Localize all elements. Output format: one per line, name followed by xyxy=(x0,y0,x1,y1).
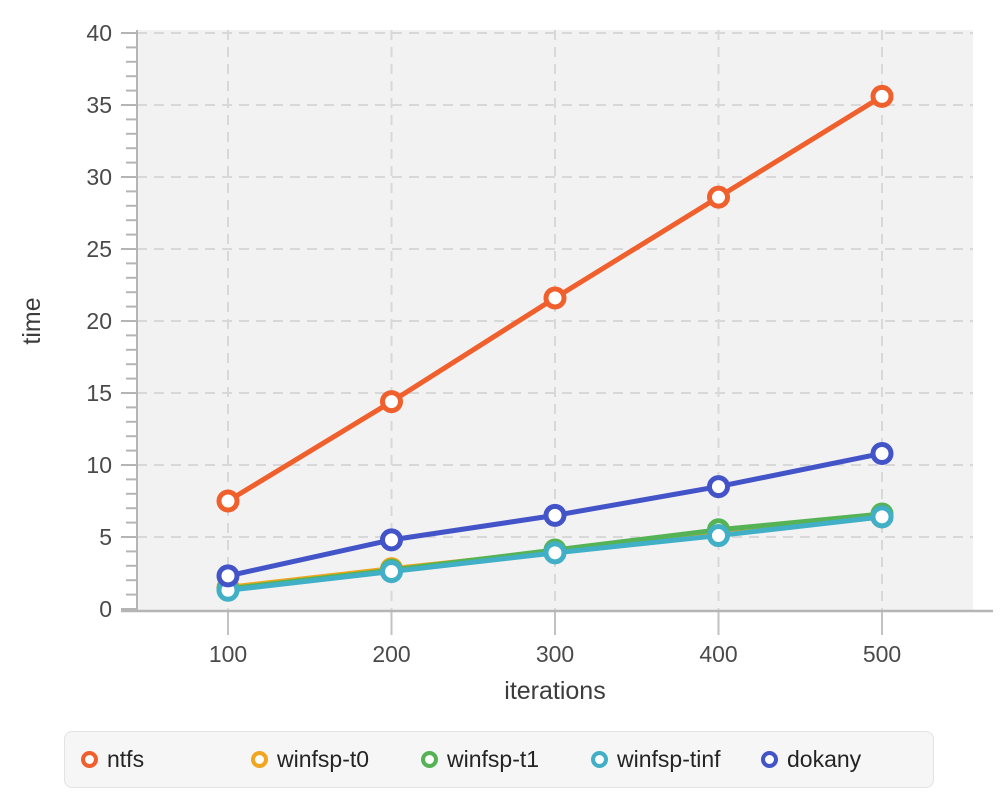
y-tick-label: 35 xyxy=(86,92,112,118)
winfsp-t0-series-marker-icon xyxy=(251,751,268,768)
data-point-winfsp-tinf xyxy=(707,524,730,548)
winfsp-tinf-series-marker-icon xyxy=(591,751,608,768)
data-point-ntfs xyxy=(380,390,403,414)
x-tick-label: 100 xyxy=(209,641,247,667)
winfsp-t1-series-marker-icon xyxy=(421,751,438,768)
y-tick-label: 25 xyxy=(86,236,112,262)
data-point-ntfs xyxy=(707,185,730,209)
data-point-ntfs xyxy=(216,489,240,513)
dokany-series-marker-icon xyxy=(761,751,778,768)
y-axis-title: time xyxy=(18,297,46,344)
data-point-dokany xyxy=(543,503,567,527)
data-point-ntfs xyxy=(543,286,567,310)
legend-item-winfsp-tinf[interactable]: winfsp-tinf xyxy=(591,746,761,773)
legend-label-ntfs: ntfs xyxy=(107,746,145,772)
legend-label-winfsp-tinf: winfsp-tinf xyxy=(617,746,721,772)
y-tick-label: 40 xyxy=(86,20,112,46)
data-point-winfsp-tinf xyxy=(870,505,894,529)
legend-item-dokany[interactable]: dokany xyxy=(761,746,861,773)
legend-item-ntfs[interactable]: ntfs xyxy=(81,746,251,773)
line-chart: 0 5 10 15 20 25 30 35 40 100 200 300 400 500 time itera… xyxy=(18,20,993,705)
x-tick-label: 400 xyxy=(699,641,737,667)
legend-label-winfsp-t1: winfsp-t1 xyxy=(447,746,540,772)
data-point-dokany xyxy=(216,564,240,588)
legend-item-winfsp-t0[interactable]: winfsp-t0 xyxy=(251,746,421,773)
y-tick-label: 0 xyxy=(99,596,112,622)
data-point-dokany xyxy=(870,441,894,465)
x-tick-label: 200 xyxy=(372,641,410,667)
y-tick-label: 20 xyxy=(86,308,112,334)
data-point-winfsp-tinf xyxy=(380,560,403,584)
data-point-dokany xyxy=(707,475,730,499)
data-point-ntfs xyxy=(870,84,894,108)
legend-label-winfsp-t0: winfsp-t0 xyxy=(277,746,370,772)
x-tick-label: 500 xyxy=(863,641,901,667)
y-tick-label: 30 xyxy=(86,164,112,190)
legend-label-dokany: dokany xyxy=(787,746,862,772)
y-tick-label: 10 xyxy=(86,452,112,478)
legend-item-winfsp-t1[interactable]: winfsp-t1 xyxy=(421,746,591,773)
y-tick-label: 5 xyxy=(99,524,112,550)
ntfs-series-marker-icon xyxy=(81,751,98,768)
x-tick-label: 300 xyxy=(536,641,574,667)
data-point-dokany xyxy=(380,528,403,552)
data-point-winfsp-tinf xyxy=(543,541,567,565)
legend: ntfs winfsp-t0 winfsp-t1 winfsp-tinf dok… xyxy=(64,731,934,788)
y-tick-label: 15 xyxy=(86,380,112,406)
x-axis-title: iterations xyxy=(504,677,605,705)
